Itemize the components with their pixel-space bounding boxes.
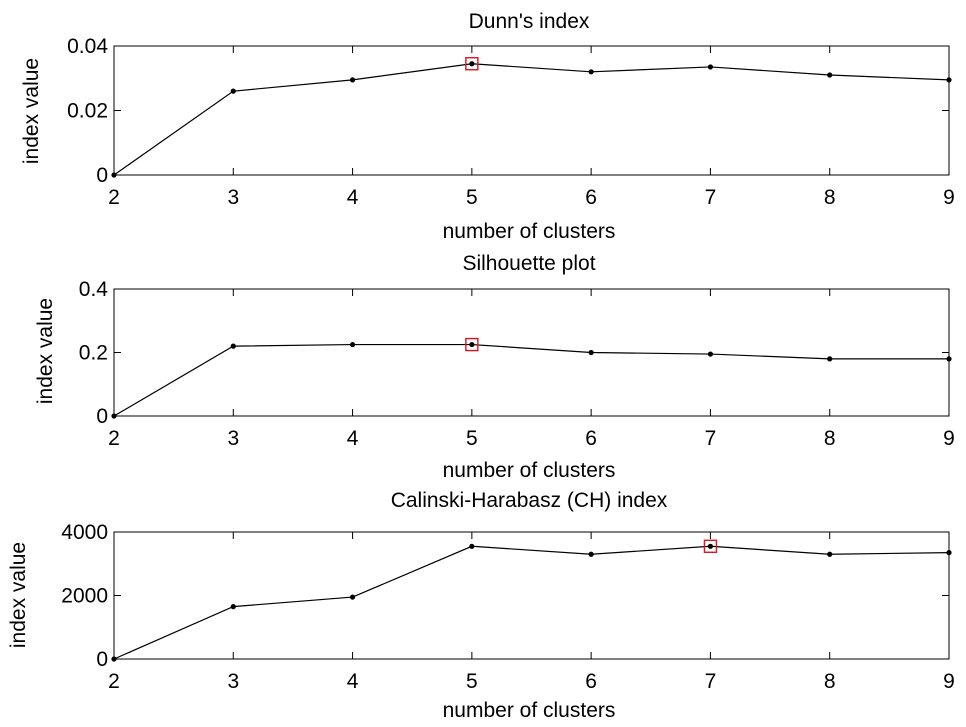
plot-area: 2 3 4 5 6 7 8 9 0 0.2 0.4 — [79, 278, 955, 450]
plot-area: 2 3 4 5 6 7 8 9 0 2000 4000 — [61, 521, 955, 693]
x-tick-label: 6 — [585, 186, 597, 209]
axes-box — [113, 531, 950, 660]
optimum-marker — [465, 337, 479, 352]
data-point — [707, 64, 714, 70]
x-tick-label: 4 — [347, 186, 359, 209]
data-point — [349, 594, 356, 600]
x-tick-label: 6 — [585, 670, 597, 693]
data-point — [827, 72, 833, 78]
x-tick-label: 4 — [347, 670, 359, 693]
x-tick-label: 8 — [824, 186, 836, 209]
x-tick-label: 4 — [347, 427, 359, 450]
y-tick-label: 0.04 — [67, 35, 108, 58]
x-tick-label: 7 — [705, 670, 717, 693]
data-point — [230, 343, 236, 349]
x-axis-label: number of clusters — [443, 220, 616, 243]
x-tick-label: 8 — [824, 670, 836, 693]
x-axis-label: number of clusters — [443, 459, 616, 482]
y-axis-label: index value — [34, 298, 57, 404]
data-point — [588, 69, 594, 75]
subplot-title: Dunn's index — [469, 10, 590, 33]
x-tick-label: 2 — [108, 670, 120, 693]
data-point — [588, 551, 594, 557]
y-tick-label: 0 — [96, 164, 108, 187]
axes-box — [113, 288, 950, 417]
subplot-title: Silhouette plot — [462, 252, 595, 275]
data-point — [827, 356, 833, 362]
axes-box — [113, 45, 950, 176]
subplot-title: Calinski-Harabasz (CH) index — [391, 489, 668, 512]
data-point — [707, 351, 714, 357]
y-tick-label: 0.2 — [79, 342, 108, 365]
series-line — [113, 63, 950, 176]
y-tick-label: 0 — [96, 405, 108, 428]
data-point — [230, 604, 236, 610]
y-axis-label: index value — [7, 542, 30, 648]
x-tick-label: 9 — [943, 427, 955, 450]
data-point — [469, 341, 475, 348]
y-tick-label: 0.02 — [67, 100, 108, 123]
data-point — [111, 172, 117, 178]
data-point — [946, 550, 952, 556]
data-point — [111, 413, 117, 419]
data-point — [707, 543, 714, 549]
x-tick-label: 7 — [705, 186, 717, 209]
y-tick-label: 0.4 — [79, 278, 109, 301]
x-tick-label: 6 — [585, 427, 597, 450]
data-point — [827, 551, 833, 557]
x-tick-label: 7 — [705, 427, 717, 450]
data-point — [946, 356, 952, 362]
subplot-silhouette: Silhouette plot index value number of cl… — [34, 252, 955, 482]
x-tick-label: 5 — [466, 427, 478, 450]
plot-area: 2 3 4 5 6 7 8 9 0 0.02 0.04 — [67, 35, 955, 209]
series-line — [113, 343, 949, 417]
x-axis-label: number of clusters — [443, 699, 616, 722]
x-tick-label: 5 — [466, 186, 478, 209]
data-point — [349, 77, 356, 83]
subplot-ch: Calinski-Harabasz (CH) index index value… — [7, 489, 955, 722]
data-point — [469, 61, 475, 67]
y-tick-label: 0 — [96, 648, 108, 671]
x-tick-label: 8 — [824, 427, 836, 450]
x-tick-label: 9 — [943, 186, 955, 209]
x-tick-label: 2 — [108, 186, 120, 209]
y-tick-label: 2000 — [61, 585, 108, 608]
optimum-marker — [703, 539, 718, 553]
y-tick-label: 4000 — [61, 521, 108, 544]
data-point — [588, 349, 594, 356]
data-point — [946, 77, 952, 83]
data-point — [349, 341, 356, 348]
data-point — [469, 543, 475, 549]
data-point — [230, 88, 236, 94]
x-tick-label: 3 — [227, 427, 239, 450]
x-tick-label: 5 — [466, 670, 478, 693]
optimum-marker — [465, 57, 479, 71]
x-tick-label: 9 — [943, 670, 955, 693]
x-tick-label: 3 — [227, 670, 239, 693]
subplot-dunn: Dunn's index index value number of clust… — [20, 10, 955, 243]
series-line — [113, 545, 950, 660]
x-tick-label: 2 — [108, 427, 120, 450]
x-tick-label: 3 — [227, 186, 239, 209]
y-axis-label: index value — [20, 58, 43, 164]
data-point — [111, 656, 117, 662]
